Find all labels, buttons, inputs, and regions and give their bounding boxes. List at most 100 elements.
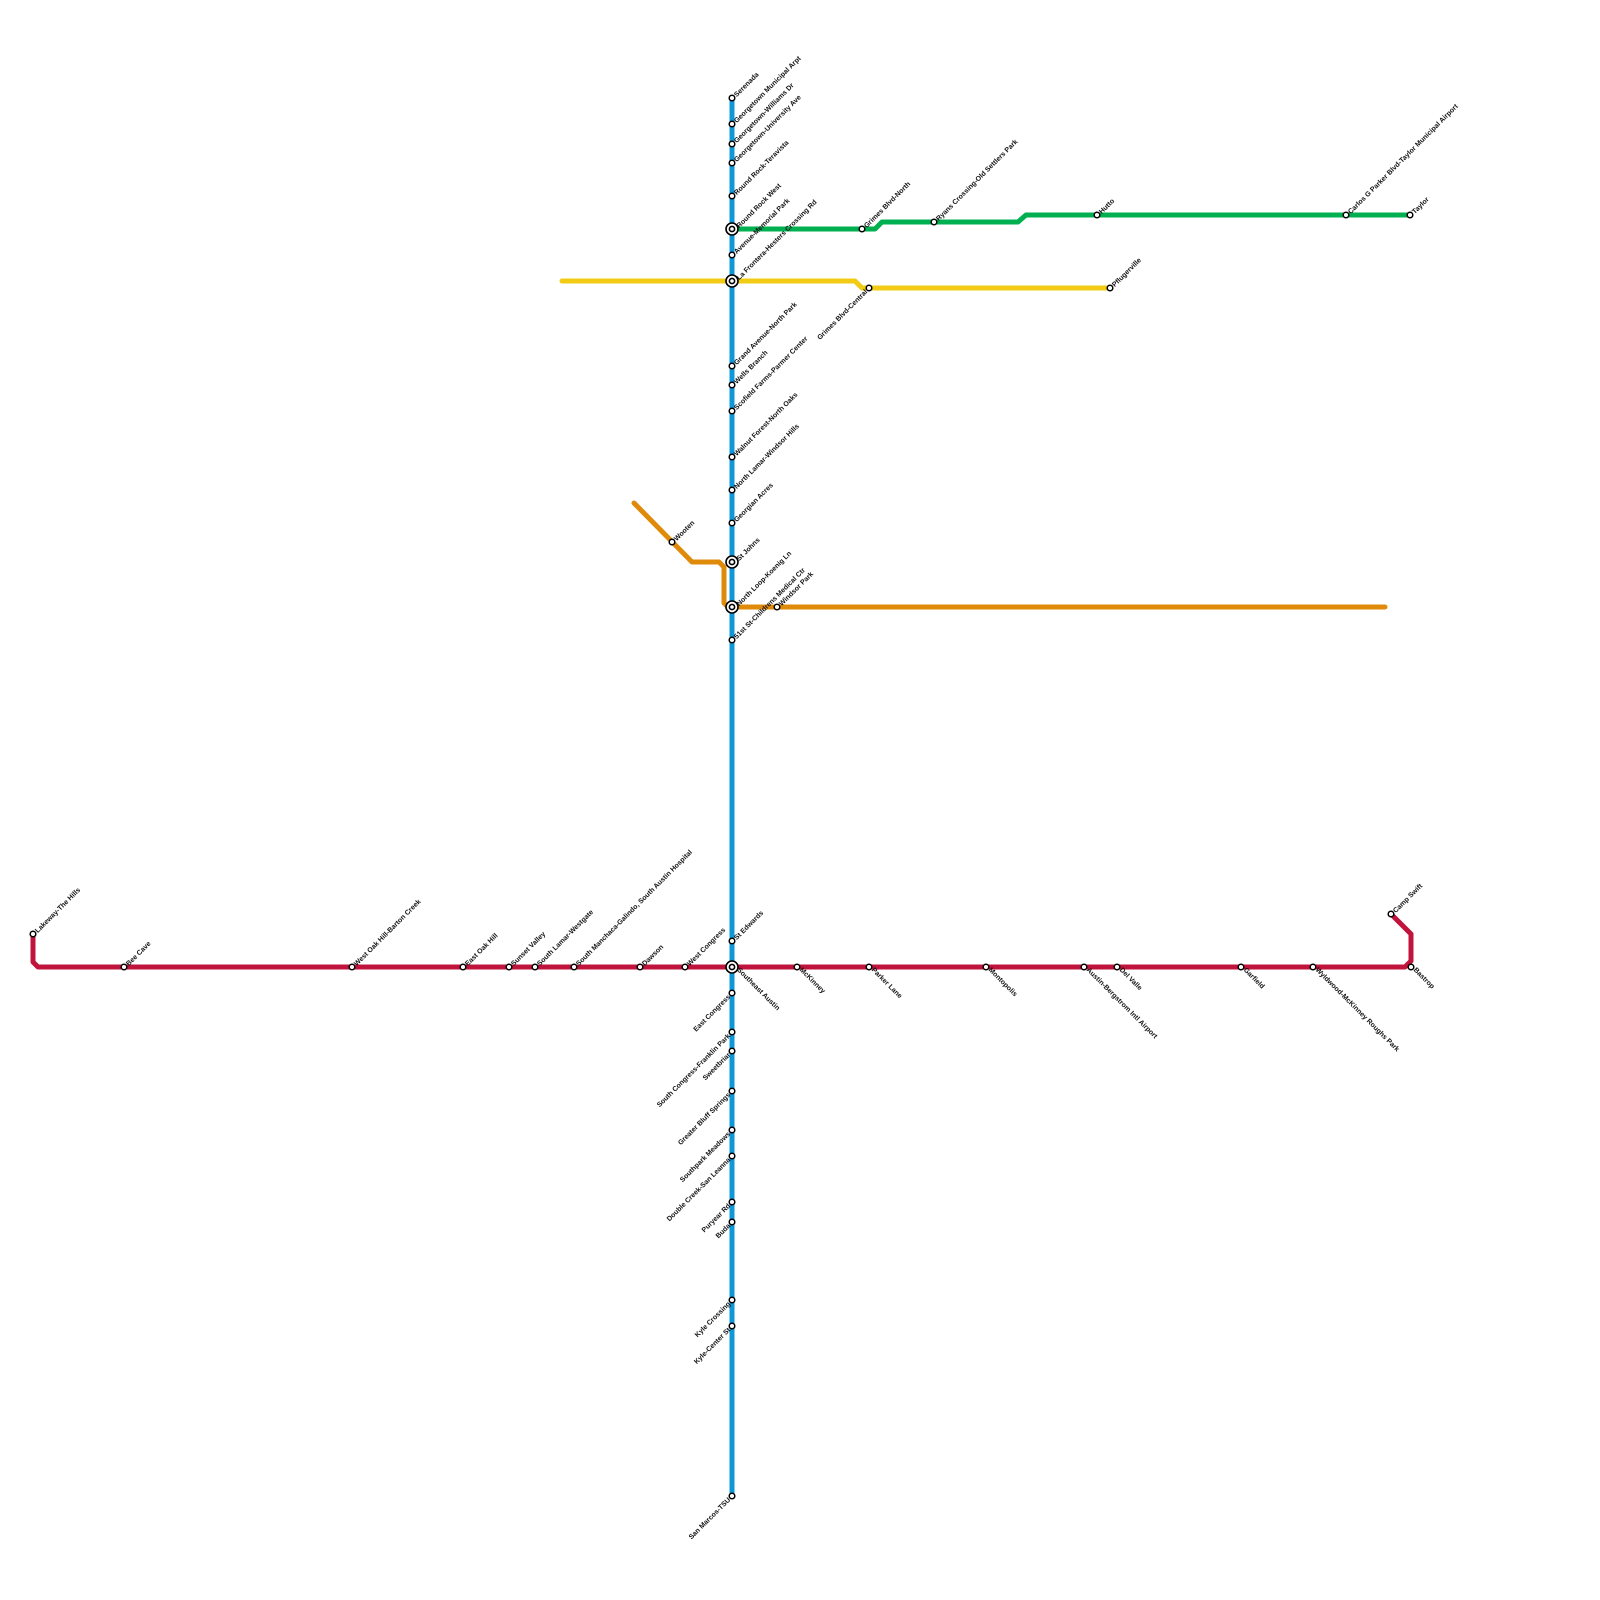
station-san-marcos-tsu[interactable] — [728, 1492, 736, 1500]
station-del-valle[interactable] — [1113, 963, 1121, 971]
station-label: South Manchaca-Galindo, South Austin Hos… — [575, 849, 694, 968]
station-icon — [1387, 910, 1395, 918]
station-camp-swift[interactable] — [1387, 910, 1395, 918]
station-label: Bee Cave — [125, 940, 152, 967]
station-st-johns[interactable] — [725, 555, 739, 569]
station-georgetown-university-ave[interactable] — [728, 159, 736, 167]
station-icon — [636, 963, 644, 971]
green-line — [729, 212, 1413, 232]
station-georgian-acres[interactable] — [728, 519, 736, 527]
station-icon — [728, 94, 736, 102]
station-kyle-center-st[interactable] — [728, 1322, 736, 1330]
station-garfield[interactable] — [1237, 963, 1245, 971]
station-scofield-farms-parmer-center[interactable] — [728, 407, 736, 415]
station-south-lamar-westgate[interactable] — [531, 963, 539, 971]
station-label: East Congress — [693, 994, 733, 1034]
station-ryans-crossing-old-settlers-park[interactable] — [930, 218, 938, 226]
station-icon — [668, 538, 676, 546]
station-mckinney[interactable] — [793, 963, 801, 971]
station-round-rock-west[interactable] — [725, 222, 739, 236]
station-double-creek-san-leanna[interactable] — [728, 1152, 736, 1160]
station-grand-avenue-north-park[interactable] — [728, 362, 736, 370]
station-west-congress[interactable] — [681, 963, 689, 971]
station-sweetbriar[interactable] — [728, 1047, 736, 1055]
station-bastrop[interactable] — [1407, 963, 1415, 971]
station-icon — [348, 963, 356, 971]
station-icon — [728, 989, 736, 997]
station-icon — [1106, 284, 1114, 292]
station-label: East Oak Hill — [464, 932, 499, 967]
station-label: West Congress — [686, 927, 727, 968]
station-icon — [728, 1047, 736, 1055]
interchange-inner-icon — [728, 277, 736, 285]
station-grimes-blvd-north[interactable] — [858, 225, 866, 233]
station-la-frontera-hesters-crossing-rd[interactable] — [725, 274, 739, 288]
station-icon — [930, 218, 938, 226]
station-hutto[interactable] — [1093, 211, 1101, 219]
station-sunset-valley[interactable] — [505, 963, 513, 971]
station-label: Austin-Bergstrom Intl Airport — [1085, 967, 1159, 1041]
station-icon — [120, 963, 128, 971]
station-icon — [728, 192, 736, 200]
station-icon — [773, 603, 781, 611]
station-icon — [728, 407, 736, 415]
station-buda[interactable] — [728, 1218, 736, 1226]
station-taylor[interactable] — [1406, 211, 1414, 219]
station-bee-cave[interactable] — [120, 963, 128, 971]
red-line — [30, 911, 1414, 970]
station-51st-st-childrens-medical-ctr[interactable] — [728, 636, 736, 644]
station-pflugerville[interactable] — [1106, 284, 1114, 292]
station-parker-lane[interactable] — [865, 963, 873, 971]
station-west-oak-hill-barton-creek[interactable] — [348, 963, 356, 971]
station-wyldwood-mckinney-roughs-park[interactable] — [1309, 963, 1317, 971]
station-icon — [681, 963, 689, 971]
station-south-congress-franklin-park[interactable] — [728, 1028, 736, 1036]
station-label: Grimes Blvd-Central — [816, 289, 869, 342]
station-north-loop-koenig-ln[interactable] — [725, 600, 739, 614]
station-greater-bluff-springs[interactable] — [728, 1087, 736, 1095]
station-windsor-park[interactable] — [773, 603, 781, 611]
station-round-rock-teravista[interactable] — [728, 192, 736, 200]
station-st-edwards[interactable] — [728, 937, 736, 945]
station-grimes-blvd-central[interactable] — [865, 284, 873, 292]
station-austin-bergstrom-intl-airport[interactable] — [1080, 963, 1088, 971]
station-label: Wooten — [673, 520, 696, 543]
station-southpark-meadows[interactable] — [728, 1126, 736, 1134]
station-icon — [793, 963, 801, 971]
station-east-oak-hill[interactable] — [459, 963, 467, 971]
station-icon — [865, 284, 873, 292]
station-wooten[interactable] — [668, 538, 676, 546]
station-label: Del Valle — [1118, 967, 1143, 992]
station-walnut-forest-north-oaks[interactable] — [728, 453, 736, 461]
station-icon — [1407, 963, 1415, 971]
station-georgetown-municipal-arpt[interactable] — [728, 120, 736, 128]
station-south-manchaca-galindo-south-austin-hospital[interactable] — [570, 963, 578, 971]
station-icon — [728, 120, 736, 128]
station-icon — [728, 453, 736, 461]
station-montopolis[interactable] — [982, 963, 990, 971]
station-kyle-crossing[interactable] — [728, 1296, 736, 1304]
station-georgetown-williams-dr[interactable] — [728, 140, 736, 148]
station-label: St Johns — [736, 537, 762, 563]
station-icon — [728, 140, 736, 148]
station-north-lamar-windsor-hills[interactable] — [728, 486, 736, 494]
station-east-congress[interactable] — [728, 989, 736, 997]
station-dawson[interactable] — [636, 963, 644, 971]
station-southeast-austin[interactable] — [725, 960, 739, 974]
station-icon — [728, 1296, 736, 1304]
station-avenue-memorial-park[interactable] — [728, 251, 736, 259]
station-icon — [1309, 963, 1317, 971]
station-lakeway-the-hills[interactable] — [29, 930, 37, 938]
station-serenada[interactable] — [728, 94, 736, 102]
station-puryear-rd[interactable] — [728, 1198, 736, 1206]
station-label: Southeast Austin — [735, 967, 780, 1012]
station-label: Wyldwood-McKinney Roughs Park — [1314, 967, 1401, 1054]
stations — [29, 94, 1415, 1500]
station-icon — [865, 963, 873, 971]
station-icon — [728, 937, 736, 945]
station-carlos-g-parker-blvd-taylor-municipal-airport[interactable] — [1342, 211, 1350, 219]
station-wells-branch[interactable] — [728, 381, 736, 389]
station-label: North Lamar-Windsor Hills — [733, 423, 801, 491]
